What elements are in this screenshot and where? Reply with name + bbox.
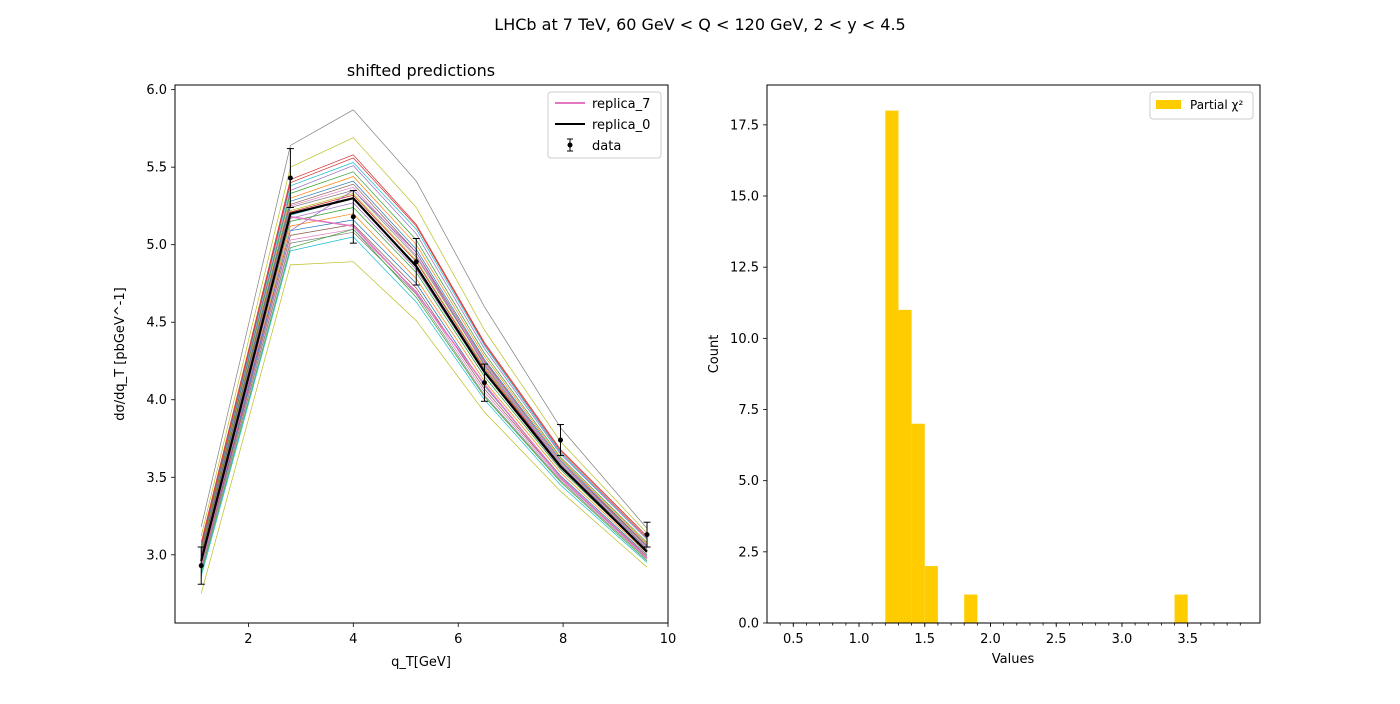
left-x-tick-label: 10 xyxy=(660,632,677,647)
right-y-tick-label: 10.0 xyxy=(730,332,759,347)
right-legend: Partial χ² xyxy=(1149,91,1254,120)
left-legend-box xyxy=(547,91,662,159)
left-y-tick-label: 3.5 xyxy=(146,471,167,486)
replica-line xyxy=(200,228,648,574)
left-x-tick-label: 2 xyxy=(244,632,252,647)
right-y-tick-label: 12.5 xyxy=(730,261,759,276)
right-x-tick-label: 3.0 xyxy=(1112,632,1133,647)
replica-line xyxy=(200,228,648,569)
left-plot: shifted predictions 2 4 6 8 10 3.0 3.5 4.0 4.5 5.… xyxy=(113,61,676,670)
left-x-axis-label: q_T[GeV] xyxy=(391,655,451,670)
data-point xyxy=(197,546,205,585)
data-point xyxy=(643,521,651,548)
data-point xyxy=(556,424,564,457)
left-legend: replica_7 replica_0 data xyxy=(547,91,662,159)
legend-label-data: data xyxy=(592,139,621,154)
right-x-tick-label: 1.0 xyxy=(849,632,870,647)
histogram-bar xyxy=(1174,594,1188,623)
left-x-tick-label: 8 xyxy=(559,632,567,647)
left-y-tick-label: 4.5 xyxy=(146,316,167,331)
replica-line xyxy=(200,236,648,577)
figure-suptitle: LHCb at 7 TeV, 60 GeV < Q < 120 GeV, 2 <… xyxy=(494,15,905,34)
right-x-tick-label: 1.5 xyxy=(914,632,935,647)
left-x-tick-label: 4 xyxy=(349,632,357,647)
right-y-axis-label: Count xyxy=(707,335,722,374)
left-y-tick-label: 3.0 xyxy=(146,548,167,563)
right-y-tick-label: 17.5 xyxy=(730,118,759,133)
left-y-axis-label: dσ/dq_T [pbGeV^-1] xyxy=(113,287,128,420)
right-plot: 0.5 1.0 1.5 2.0 2.5 3.0 3.5 0.0 2.5 5.0 7.5 10.0 12.… xyxy=(707,84,1261,667)
histogram-bar xyxy=(911,423,925,623)
left-data-points xyxy=(197,148,651,585)
data-point xyxy=(349,189,357,244)
right-legend-box xyxy=(1149,91,1254,120)
legend-swatch-data xyxy=(567,138,573,152)
histogram-bar xyxy=(964,594,978,623)
right-y-tick-label: 7.5 xyxy=(738,403,759,418)
data-point xyxy=(480,363,488,402)
right-x-tick-label: 2.5 xyxy=(1046,632,1067,647)
left-x-tick-label: 6 xyxy=(454,632,462,647)
right-x-tick-label: 3.5 xyxy=(1177,632,1198,647)
left-y-tick-label: 4.0 xyxy=(146,393,167,408)
right-x-tick-label: 0.5 xyxy=(783,632,804,647)
histogram-bar xyxy=(898,309,912,623)
histogram-bar xyxy=(885,110,899,624)
histogram-bar xyxy=(924,566,938,623)
legend-label-replica-0: replica_0 xyxy=(592,118,650,133)
left-plot-title: shifted predictions xyxy=(347,61,495,80)
right-plot-frame xyxy=(766,84,1261,624)
left-y-tick-label: 6.0 xyxy=(146,83,167,98)
right-y-tick-label: 5.0 xyxy=(738,474,759,489)
right-x-axis-label: Values xyxy=(992,652,1035,667)
left-y-tick-label: 5.5 xyxy=(146,161,167,176)
right-y-tick-label: 15.0 xyxy=(730,190,759,205)
data-point xyxy=(412,237,420,286)
legend-label-replica-7: replica_7 xyxy=(592,97,650,112)
legend-swatch-partial-chi2 xyxy=(1156,100,1181,109)
right-x-tick-label: 2.0 xyxy=(980,632,1001,647)
data-point xyxy=(286,148,294,208)
right-y-tick-label: 2.5 xyxy=(738,545,759,560)
replica-line xyxy=(200,261,648,594)
right-histogram-bars xyxy=(885,110,1188,624)
legend-label-partial-chi2: Partial χ² xyxy=(1190,98,1243,112)
left-plot-frame xyxy=(174,84,669,624)
replica-line xyxy=(200,231,648,571)
left-ticks: 2 4 6 8 10 3.0 3.5 4.0 4.5 5.0 5.5 6.0 xyxy=(146,83,676,647)
right-ticks: 0.5 1.0 1.5 2.0 2.5 3.0 3.5 0.0 2.5 5.0 7.5 10.0 12.… xyxy=(730,118,1241,647)
left-y-tick-label: 5.0 xyxy=(146,238,167,253)
right-y-tick-label: 0.0 xyxy=(738,617,759,632)
